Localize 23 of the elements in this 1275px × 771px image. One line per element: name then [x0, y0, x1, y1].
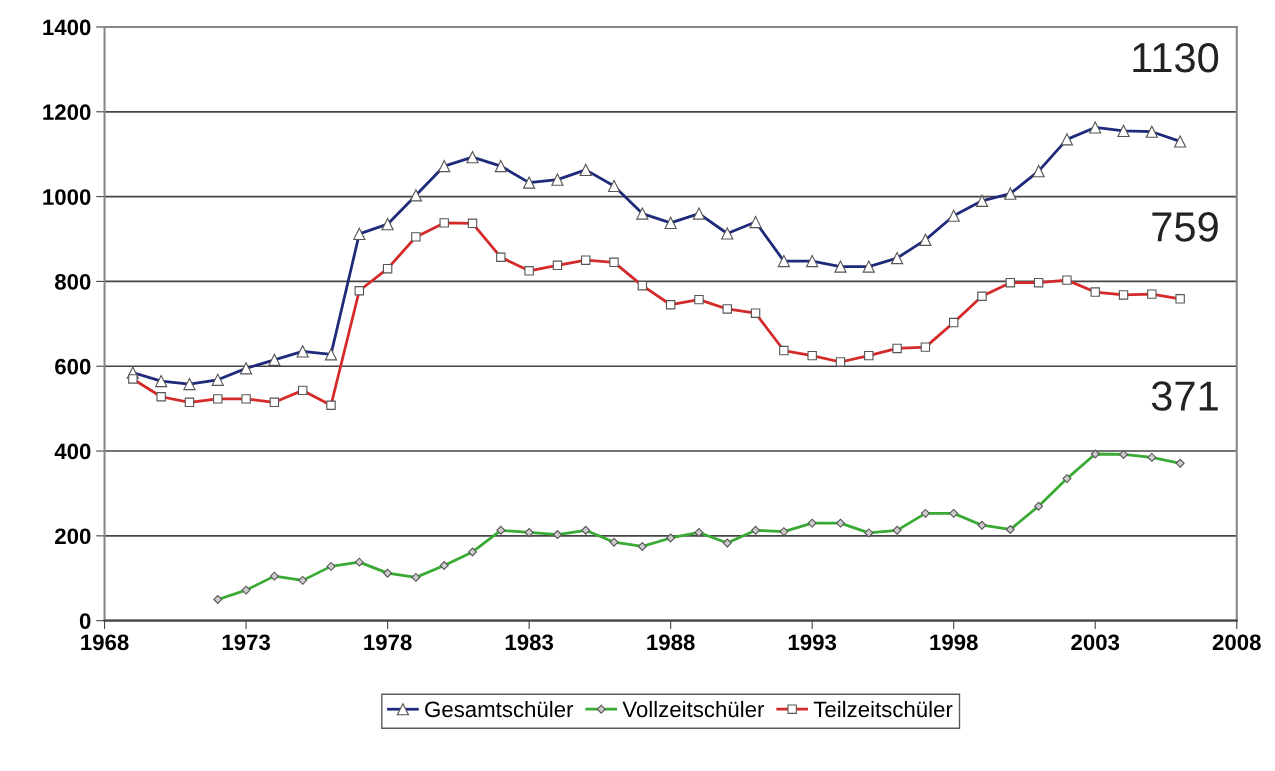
annotation: 1130	[1133, 42, 1219, 73]
y-tick-label: 800	[54, 273, 91, 290]
x-tick-label: 2008	[1212, 634, 1261, 651]
y-tick-label: 0	[79, 613, 91, 629]
x-tick-label: 1973	[222, 634, 270, 651]
y-tick-label: 200	[55, 528, 91, 545]
y-tick-label: 400	[54, 443, 91, 460]
y-tick-label: 1400	[43, 19, 91, 36]
x-tick-label: 1968	[81, 634, 129, 651]
y-tick-label: 1200	[43, 104, 91, 121]
y-tick-label: 600	[55, 358, 91, 375]
annotation: 371	[1151, 381, 1218, 411]
x-tick-label: 1998	[930, 634, 978, 651]
y-tick-label: 1000	[43, 189, 91, 205]
x-tick-label: 1978	[364, 634, 412, 651]
x-tick-label: 1983	[505, 634, 554, 651]
x-tick-label: 1993	[788, 634, 837, 651]
legend-label: Gesamtschüler	[425, 700, 574, 718]
legend-label: Teilzeitschüler	[813, 700, 953, 718]
x-tick-label: 1988	[647, 634, 695, 651]
legend-label: Vollzeitschüler	[622, 700, 765, 718]
x-tick-label: 2003	[1071, 634, 1120, 651]
annotation: 759	[1152, 212, 1218, 242]
